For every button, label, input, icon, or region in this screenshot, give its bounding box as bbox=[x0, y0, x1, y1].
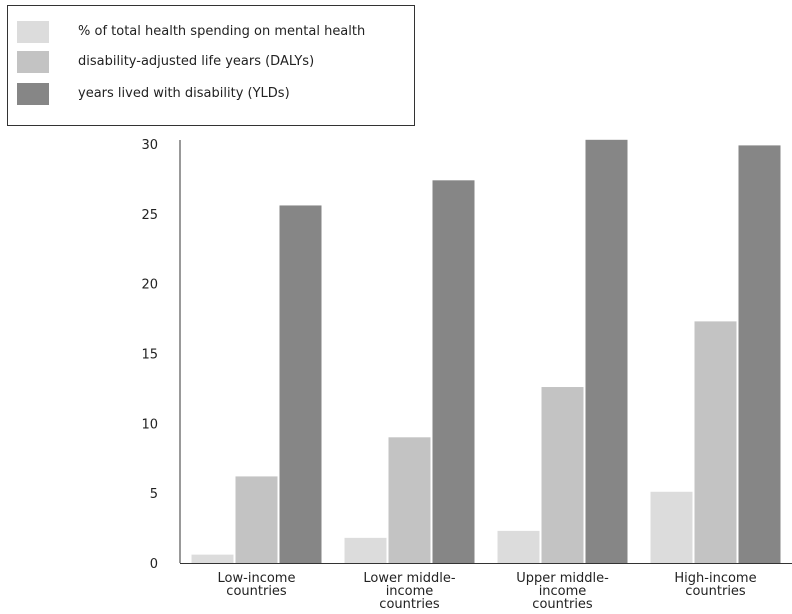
legend-swatch-mental-health-spending bbox=[17, 21, 49, 43]
y-tick-label: 15 bbox=[141, 348, 158, 363]
bar bbox=[344, 537, 387, 563]
y-tick-label: 25 bbox=[141, 208, 158, 223]
legend-swatch-ylds bbox=[17, 83, 49, 105]
x-tick-label: High-income bbox=[674, 571, 756, 586]
y-tick-label: 20 bbox=[141, 278, 158, 293]
bar bbox=[432, 180, 475, 563]
x-tick-label: income bbox=[539, 584, 587, 599]
legend-label-mental-health-spending: % of total health spending on mental hea… bbox=[78, 24, 366, 39]
legend-swatch-dalys bbox=[17, 51, 49, 73]
x-tick-label: countries bbox=[379, 597, 440, 612]
x-tick-label: income bbox=[386, 584, 434, 599]
bar bbox=[388, 437, 431, 563]
x-tick-label: countries bbox=[685, 584, 746, 599]
bar bbox=[585, 139, 628, 563]
legend-label-dalys: disability-adjusted life years (DALYs) bbox=[78, 54, 315, 69]
legend: % of total health spending on mental hea… bbox=[7, 5, 415, 126]
bar bbox=[497, 530, 540, 563]
bar bbox=[650, 491, 693, 563]
bar bbox=[235, 476, 278, 563]
x-tick-label: Upper middle- bbox=[516, 571, 609, 586]
legend-label-ylds: years lived with disability (YLDs) bbox=[78, 86, 290, 101]
bar bbox=[738, 145, 781, 563]
bar bbox=[541, 387, 584, 563]
x-tick-label: countries bbox=[226, 584, 287, 599]
y-tick-label: 10 bbox=[141, 417, 158, 432]
bar bbox=[191, 554, 234, 563]
bar bbox=[694, 321, 737, 563]
x-tick-label: countries bbox=[532, 597, 593, 612]
y-tick-label: 5 bbox=[150, 487, 158, 502]
y-tick-label: 0 bbox=[150, 557, 158, 572]
x-tick-label: Low-income bbox=[218, 571, 296, 586]
x-tick-label: Lower middle- bbox=[363, 571, 455, 586]
y-tick-label: 30 bbox=[141, 138, 158, 153]
bar bbox=[279, 205, 322, 563]
